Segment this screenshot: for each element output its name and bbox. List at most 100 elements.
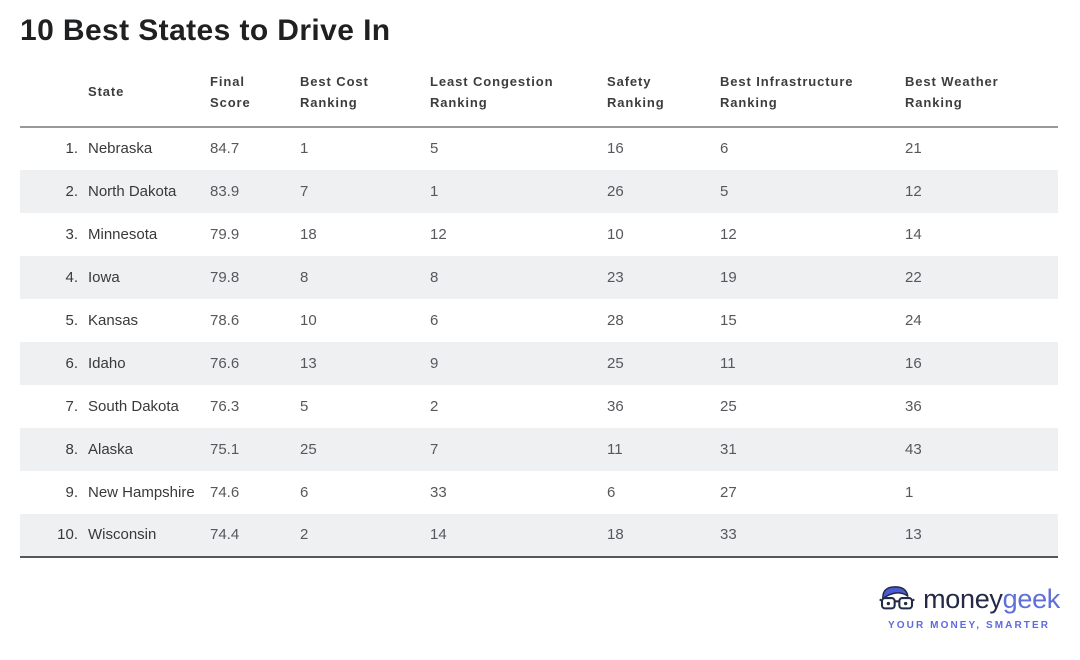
cell-least-congestion: 7 (430, 427, 607, 471)
cell-state: North Dakota (88, 169, 210, 213)
cell-final-score: 76.6 (210, 341, 300, 385)
cell-rank: 9. (20, 470, 88, 514)
cell-final-score: 74.6 (210, 470, 300, 514)
cell-state: Alaska (88, 427, 210, 471)
header-cell-best-weather: Best Weather Ranking (905, 64, 1058, 128)
cell-safety: 25 (607, 341, 720, 385)
cell-rank: 8. (20, 427, 88, 471)
cell-least-congestion: 6 (430, 298, 607, 342)
moneygeek-wordmark: moneygeek (923, 583, 1061, 614)
cell-best-cost: 5 (300, 384, 430, 428)
cell-least-congestion: 5 (430, 126, 607, 170)
cell-best-weather: 21 (905, 126, 1058, 170)
header-label: Least Congestion (430, 74, 554, 89)
moneygeek-logo: moneygeek YOUR MONEY, SMARTER (878, 584, 1060, 631)
header-label: Score (210, 94, 251, 110)
cell-rank: 10. (20, 513, 88, 558)
header-label: Ranking (607, 94, 665, 110)
cell-state: Idaho (88, 341, 210, 385)
cell-final-score: 74.4 (210, 513, 300, 558)
cell-safety: 6 (607, 470, 720, 514)
cell-state: South Dakota (88, 384, 210, 428)
header-cell-safety: Safety Ranking (607, 64, 720, 128)
cell-least-congestion: 9 (430, 341, 607, 385)
header-label: Ranking (430, 94, 488, 110)
cell-best-infrastructure: 27 (720, 470, 905, 514)
header-cell-best-cost: Best Cost Ranking (300, 64, 430, 128)
cell-best-infrastructure: 31 (720, 427, 905, 471)
table-row: 6. Idaho 76.6 13 9 25 11 16 (20, 341, 1058, 385)
cell-least-congestion: 14 (430, 513, 607, 558)
cell-state: New Hampshire (88, 470, 210, 514)
cell-best-infrastructure: 5 (720, 169, 905, 213)
cell-state: Iowa (88, 255, 210, 299)
cell-best-weather: 16 (905, 341, 1058, 385)
cell-safety: 16 (607, 126, 720, 170)
cell-best-weather: 24 (905, 298, 1058, 342)
cell-state: Wisconsin (88, 513, 210, 558)
cell-least-congestion: 33 (430, 470, 607, 514)
cell-state: Minnesota (88, 212, 210, 256)
cell-best-infrastructure: 33 (720, 513, 905, 558)
cell-rank: 5. (20, 298, 88, 342)
header-label: Best Weather (905, 74, 999, 89)
cell-best-infrastructure: 25 (720, 384, 905, 428)
cell-best-cost: 18 (300, 212, 430, 256)
header-label: Ranking (720, 94, 778, 110)
cell-safety: 10 (607, 212, 720, 256)
cell-rank: 2. (20, 169, 88, 213)
header-cell-final-score: Final Score (210, 64, 300, 128)
table-row: 7. South Dakota 76.3 5 2 36 25 36 (20, 384, 1058, 428)
moneygeek-wordmark-row: moneygeek (878, 584, 1060, 614)
cell-best-infrastructure: 19 (720, 255, 905, 299)
header-label: Ranking (905, 94, 963, 110)
cell-rank: 4. (20, 255, 88, 299)
cell-final-score: 79.8 (210, 255, 300, 299)
cell-best-weather: 36 (905, 384, 1058, 428)
cell-safety: 18 (607, 513, 720, 558)
header-label: Safety (607, 74, 652, 89)
cell-final-score: 76.3 (210, 384, 300, 428)
cell-rank: 1. (20, 126, 88, 170)
cell-state: Nebraska (88, 126, 210, 170)
cell-best-cost: 6 (300, 470, 430, 514)
cell-safety: 36 (607, 384, 720, 428)
cell-best-weather: 1 (905, 470, 1058, 514)
header-label: Ranking (300, 94, 358, 110)
cell-best-cost: 1 (300, 126, 430, 170)
cell-safety: 11 (607, 427, 720, 471)
table-row: 3. Minnesota 79.9 18 12 10 12 14 (20, 212, 1058, 256)
header-label: Final (210, 74, 245, 89)
cell-best-weather: 22 (905, 255, 1058, 299)
cell-rank: 6. (20, 341, 88, 385)
brand-text-geek: geek (1002, 583, 1061, 614)
cell-best-infrastructure: 11 (720, 341, 905, 385)
moneygeek-geek-face-icon (879, 586, 915, 610)
table-row: 4. Iowa 79.8 8 8 23 19 22 (20, 255, 1058, 299)
cell-final-score: 83.9 (210, 169, 300, 213)
cell-least-congestion: 1 (430, 169, 607, 213)
cell-best-weather: 43 (905, 427, 1058, 471)
cell-final-score: 78.6 (210, 298, 300, 342)
cell-best-cost: 25 (300, 427, 430, 471)
cell-least-congestion: 8 (430, 255, 607, 299)
table-row: 10. Wisconsin 74.4 2 14 18 33 13 (20, 513, 1058, 558)
cell-best-cost: 7 (300, 169, 430, 213)
header-cell-rank (20, 64, 88, 128)
cell-final-score: 84.7 (210, 126, 300, 170)
cell-best-cost: 2 (300, 513, 430, 558)
cell-least-congestion: 2 (430, 384, 607, 428)
moneygeek-tagline: YOUR MONEY, SMARTER (887, 620, 1051, 631)
page-title: 10 Best States to Drive In (20, 14, 391, 47)
header-cell-best-infrastructure: Best Infrastructure Ranking (720, 64, 905, 128)
cell-best-cost: 10 (300, 298, 430, 342)
cell-best-infrastructure: 15 (720, 298, 905, 342)
table-row: 9. New Hampshire 74.6 6 33 6 27 1 (20, 470, 1058, 514)
table-row: 8. Alaska 75.1 25 7 11 31 43 (20, 427, 1058, 471)
table-row: 1. Nebraska 84.7 1 5 16 6 21 (20, 126, 1058, 170)
table-row: 2. North Dakota 83.9 7 1 26 5 12 (20, 169, 1058, 213)
header-label: Best Cost (300, 74, 369, 89)
table-row: 5. Kansas 78.6 10 6 28 15 24 (20, 298, 1058, 342)
cell-best-weather: 14 (905, 212, 1058, 256)
